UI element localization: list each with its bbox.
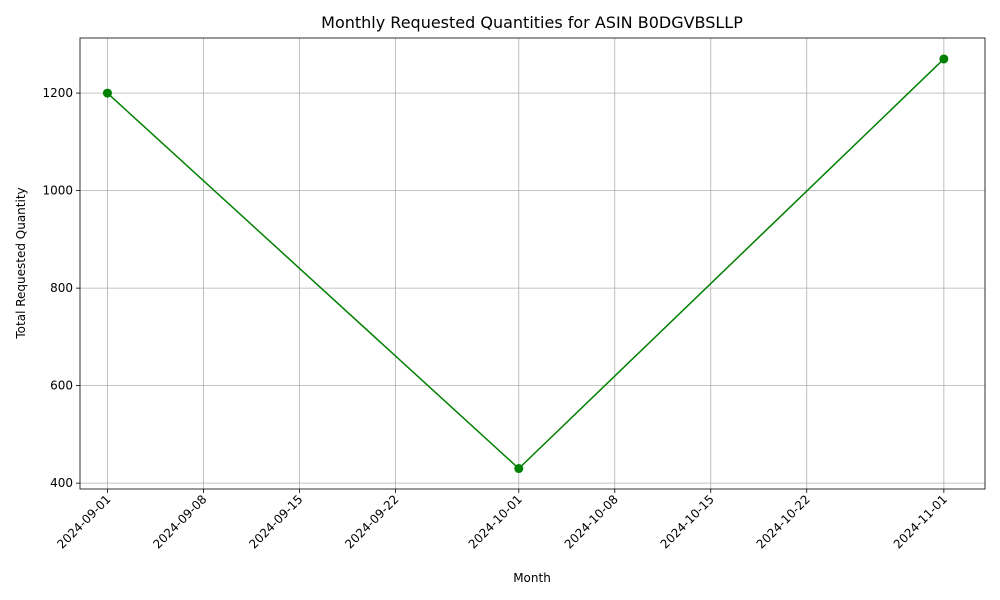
x-tick-label: 2024-09-08 xyxy=(150,492,209,551)
x-tick-label: 2024-10-01 xyxy=(466,492,525,551)
chart-title: Monthly Requested Quantities for ASIN B0… xyxy=(321,13,743,32)
x-tick-label: 2024-09-22 xyxy=(342,492,401,551)
data-point xyxy=(939,54,949,64)
x-tick-label: 2024-10-08 xyxy=(562,492,621,551)
x-tick-label: 2024-10-15 xyxy=(658,492,717,551)
y-axis-label: Total Requested Quantity xyxy=(14,187,28,339)
y-axis: 400 600 800 1000 1200 xyxy=(42,86,80,490)
data-point xyxy=(514,464,524,474)
series-lines xyxy=(106,58,945,470)
y-tick-label: 1200 xyxy=(42,86,73,100)
data-point xyxy=(102,88,112,98)
y-tick-label: 1000 xyxy=(42,184,73,198)
x-axis: 2024-09-01 2024-09-08 2024-09-15 2024-09-22… xyxy=(54,489,950,551)
y-tick-label: 400 xyxy=(50,476,73,490)
x-tick-label: 2024-10-22 xyxy=(754,492,813,551)
plot-frame xyxy=(79,37,986,490)
y-tick-label: 600 xyxy=(50,379,73,393)
x-tick-label: 2024-09-01 xyxy=(54,492,113,551)
x-tick-label: 2024-11-01 xyxy=(891,492,950,551)
series-line xyxy=(106,58,945,470)
x-axis-label: Month xyxy=(513,571,551,585)
y-tick-label: 800 xyxy=(50,281,73,295)
grid xyxy=(80,38,985,489)
series-points xyxy=(102,54,949,474)
x-tick-label: 2024-09-15 xyxy=(246,492,305,551)
